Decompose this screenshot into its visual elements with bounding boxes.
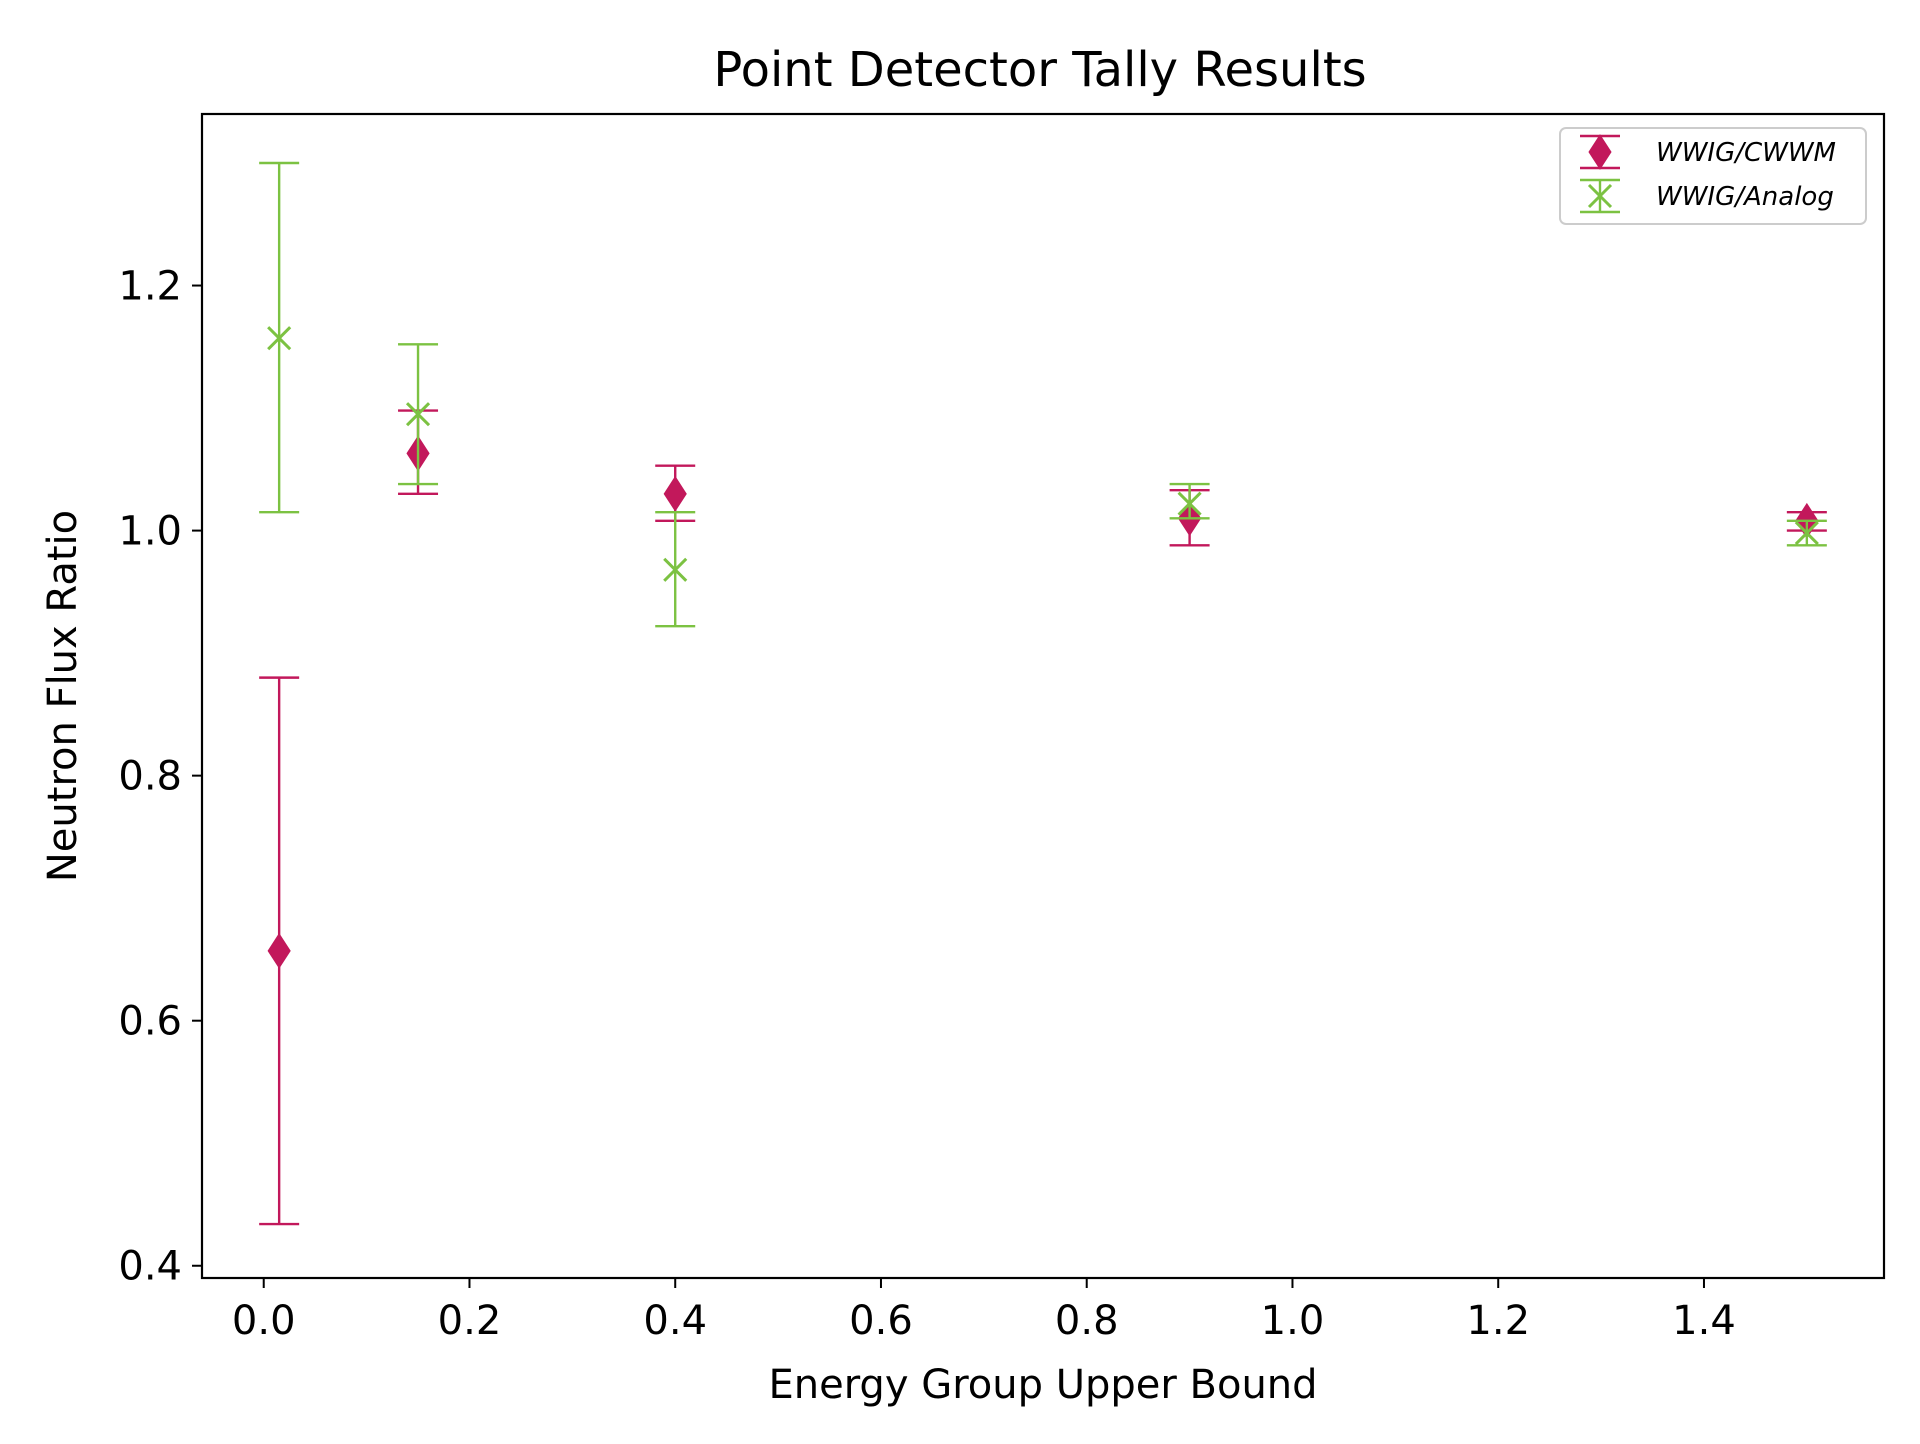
x-marker-stroke [405,402,431,427]
x-marker-stroke [267,326,292,351]
plot-frame [200,112,1886,1280]
y-tick-label: 0.6 [118,999,182,1045]
x-tick-label: 1.4 [1672,1298,1736,1344]
y-axis-title: Neutron Flux Ratio [40,510,86,882]
x-tick-label: 0.0 [232,1298,296,1344]
x-tick-label: 0.6 [849,1298,913,1344]
chart-title: Point Detector Tally Results [713,42,1366,98]
data-point [663,475,687,512]
legend: WWIG/CWWM WWIG/Analog [1559,127,1867,225]
x-marker-stroke [1587,183,1613,209]
legend-marker [1587,183,1613,209]
error-bar [1169,482,1210,520]
data-point [663,557,688,582]
y-tick-label: 1.2 [118,264,182,310]
legend-item: WWIG/Analog [1580,178,1834,214]
x-marker-stroke [663,557,688,582]
x-tick-label: 1.2 [1466,1298,1530,1344]
legend-marker [1588,134,1612,170]
data-point [1177,491,1202,516]
x-marker-stroke [1794,520,1819,546]
y-tick-label: 0.4 [118,1244,182,1290]
y-tick-label: 0.8 [118,754,182,800]
legend-label: WWIG/CWWM [1656,138,1836,168]
series-wwig-analog [259,161,1827,628]
x-axis-title: Energy Group Upper Bound [768,1362,1317,1408]
legend-box [1559,127,1867,225]
x-tick-label: 0.8 [1055,1298,1119,1344]
series-wwig-cwwm [259,409,1827,1226]
data-point [267,932,291,969]
data-point [405,402,431,427]
x-tick-label: 0.2 [438,1298,502,1344]
y-tick-label: 1.0 [118,509,182,555]
legend-item: WWIG/CWWM [1580,134,1836,170]
x-marker-stroke [1177,491,1202,516]
legend-label: WWIG/Analog [1656,182,1834,212]
plot-area [259,161,1827,1226]
x-tick-label: 0.4 [643,1298,707,1344]
x-tick-label: 1.0 [1261,1298,1325,1344]
y-axis: 0.4 0.6 0.8 1.0 1.2 [118,264,202,1290]
data-point [1794,520,1819,546]
x-axis: 0.0 0.2 0.4 0.6 0.8 1.0 1.2 1.4 [232,1278,1736,1344]
data-point [267,326,292,351]
